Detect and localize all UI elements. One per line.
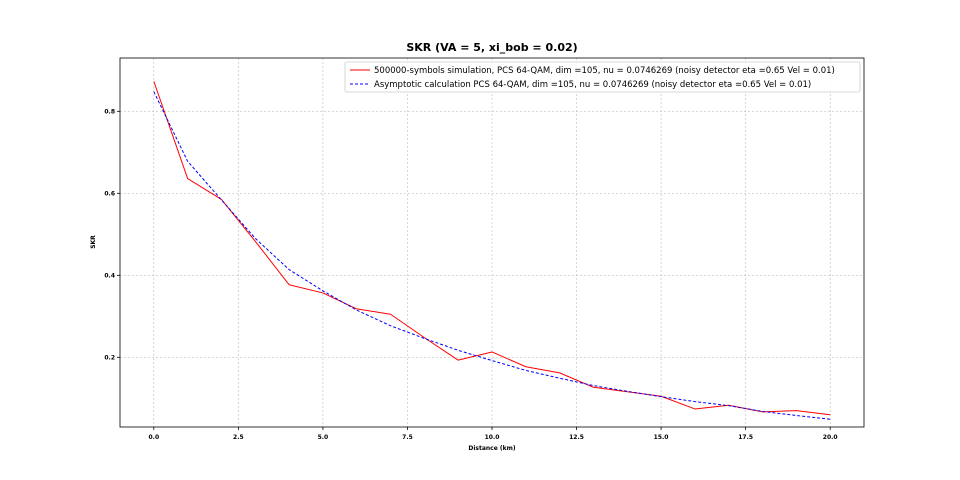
y-tick-label: 0.2 (104, 354, 115, 361)
series-line-asymptotic (153, 91, 831, 420)
chart-title: SKR (VA = 5, xi_bob = 0.02) (406, 41, 577, 54)
axis-ticks: 0.0 2.5 5.0 7.5 10.0 12.5 15.0 17.5 20.0 0.2 0.4 0.… (104, 108, 837, 441)
x-tick-label: 15.0 (654, 434, 669, 441)
grid (120, 58, 864, 427)
x-tick-label: 7.5 (402, 434, 413, 441)
legend-label-asymptotic: Asymptotic calculation PCS 64-QAM, dim =… (374, 80, 811, 90)
x-tick-label: 20.0 (823, 434, 838, 441)
y-tick-label: 0.6 (104, 190, 115, 197)
y-tick-label: 0.4 (104, 272, 115, 279)
x-tick-label: 5.0 (318, 434, 329, 441)
x-tick-label: 2.5 (233, 434, 244, 441)
x-axis-label: Distance (km) (468, 445, 515, 452)
legend: 500000-symbols simulation, PCS 64-QAM, d… (344, 61, 861, 93)
legend-label-simulation: 500000-symbols simulation, PCS 64-QAM, d… (374, 66, 835, 76)
y-axis-label: SKR (90, 235, 97, 249)
series-line-simulation (153, 81, 831, 416)
series-layer (153, 81, 831, 420)
legend-box (344, 61, 861, 93)
x-tick-label: 12.5 (569, 434, 584, 441)
x-tick-label: 10.0 (485, 434, 500, 441)
x-tick-label: 0.0 (148, 434, 159, 441)
y-tick-label: 0.8 (104, 108, 115, 115)
x-tick-label: 17.5 (738, 434, 753, 441)
